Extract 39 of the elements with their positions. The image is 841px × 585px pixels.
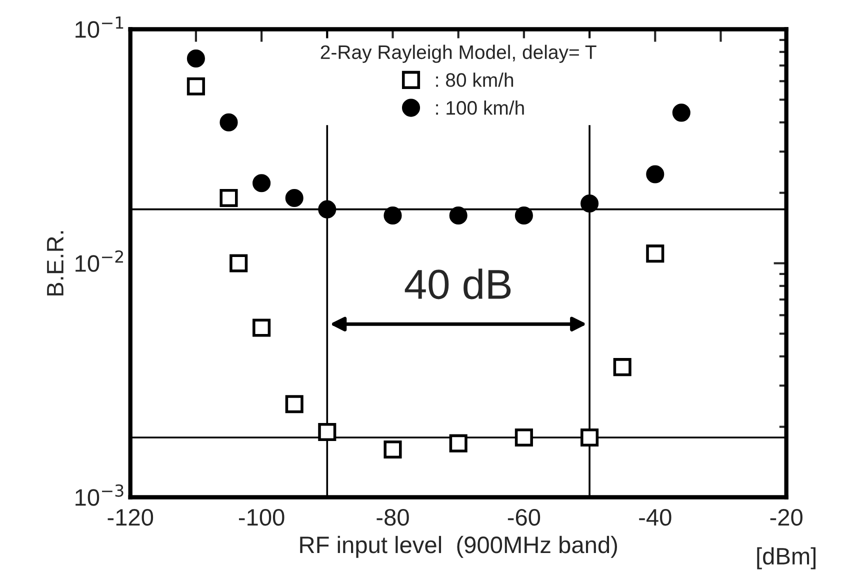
point xyxy=(252,174,271,192)
point xyxy=(220,113,238,132)
x-tick-label: -60 xyxy=(508,508,540,526)
x-tick-label: -20 xyxy=(770,508,802,526)
point xyxy=(384,440,402,459)
y-axis-title: B.E.R. xyxy=(47,231,64,296)
point xyxy=(220,188,238,208)
point xyxy=(285,395,304,414)
y-tick-label: 10$^{−3}$ xyxy=(76,484,124,506)
point xyxy=(384,206,402,225)
x-tick-label: -120 xyxy=(108,508,154,526)
legend-label: : 100 km/h xyxy=(436,100,524,115)
legend-title: 2-Ray Rayleigh Model, delay= T xyxy=(320,44,596,63)
point xyxy=(318,422,336,442)
x-tick-label: -80 xyxy=(376,508,409,526)
text: [dBm] xyxy=(757,547,816,570)
y-tick-label: 10$^{−2}$ xyxy=(76,250,123,272)
point xyxy=(285,188,304,208)
legend-label: : 80 km/h xyxy=(436,72,514,87)
y-tick-label: 10$^{−1}$ xyxy=(76,16,124,38)
point xyxy=(580,194,599,213)
annotation: 40 dB xyxy=(404,268,511,300)
point xyxy=(672,104,690,122)
point xyxy=(318,200,336,218)
point xyxy=(186,49,205,68)
x-axis-title: RF input level (900MHz band) xyxy=(300,536,617,558)
x-tick-label: -100 xyxy=(238,508,284,526)
point xyxy=(646,165,664,184)
point xyxy=(580,428,599,447)
point xyxy=(514,206,533,225)
point xyxy=(514,428,533,447)
point xyxy=(449,434,468,452)
point xyxy=(230,254,248,272)
point xyxy=(646,244,664,263)
x-tick-label: -40 xyxy=(639,508,672,526)
point xyxy=(252,318,271,337)
point xyxy=(186,77,205,96)
point xyxy=(613,358,632,376)
point xyxy=(449,206,468,225)
